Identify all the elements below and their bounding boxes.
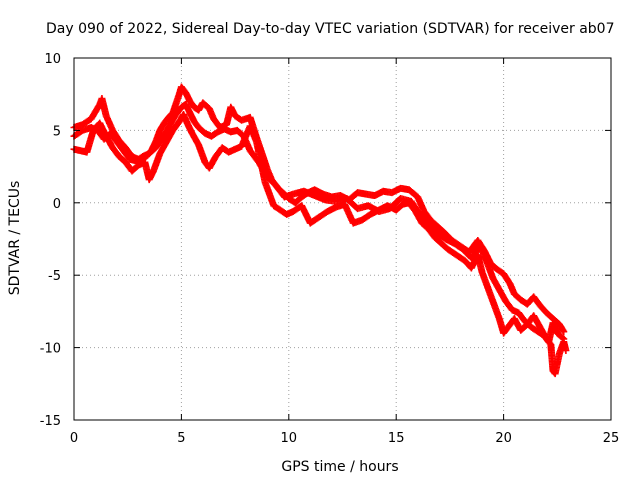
y-tick-label: 0 [53,197,61,212]
data-series [70,83,570,378]
plot-frame [73,57,612,421]
data-series-track-b [70,110,570,378]
x-tick-label: 15 [388,431,405,446]
data-point-marker [560,328,568,336]
data-series-track-c [70,100,568,346]
x-tick-label: 10 [281,431,298,446]
data-point-marker [559,334,567,342]
x-axis-label: GPS time / hours [281,459,398,475]
chart-title: Day 090 of 2022, Sidereal Day-to-day VTE… [46,21,615,37]
y-tick-label: -10 [40,342,61,357]
grid-lines [74,58,611,420]
x-tick-label: 5 [177,431,185,446]
y-tick-label: -15 [40,414,61,429]
data-point-marker [560,335,568,343]
x-tick-label: 0 [70,431,78,446]
x-tick-label: 20 [495,431,512,446]
y-tick-label: 10 [44,52,61,67]
y-axis-label: SDTVAR / TECUs [7,181,23,296]
data-point-marker [562,346,570,354]
y-tick-label: -5 [48,269,61,284]
x-tick-label: 25 [603,431,620,446]
axis-ticks: 0 5 10 15 20 25 -15 -10 -5 0 5 10 [40,52,620,446]
y-tick-label: 5 [53,124,61,139]
